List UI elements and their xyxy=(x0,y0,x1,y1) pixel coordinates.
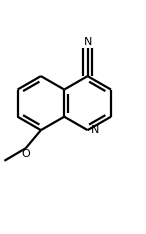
Text: N: N xyxy=(83,37,92,47)
Text: O: O xyxy=(21,149,30,159)
Text: N: N xyxy=(91,125,100,135)
